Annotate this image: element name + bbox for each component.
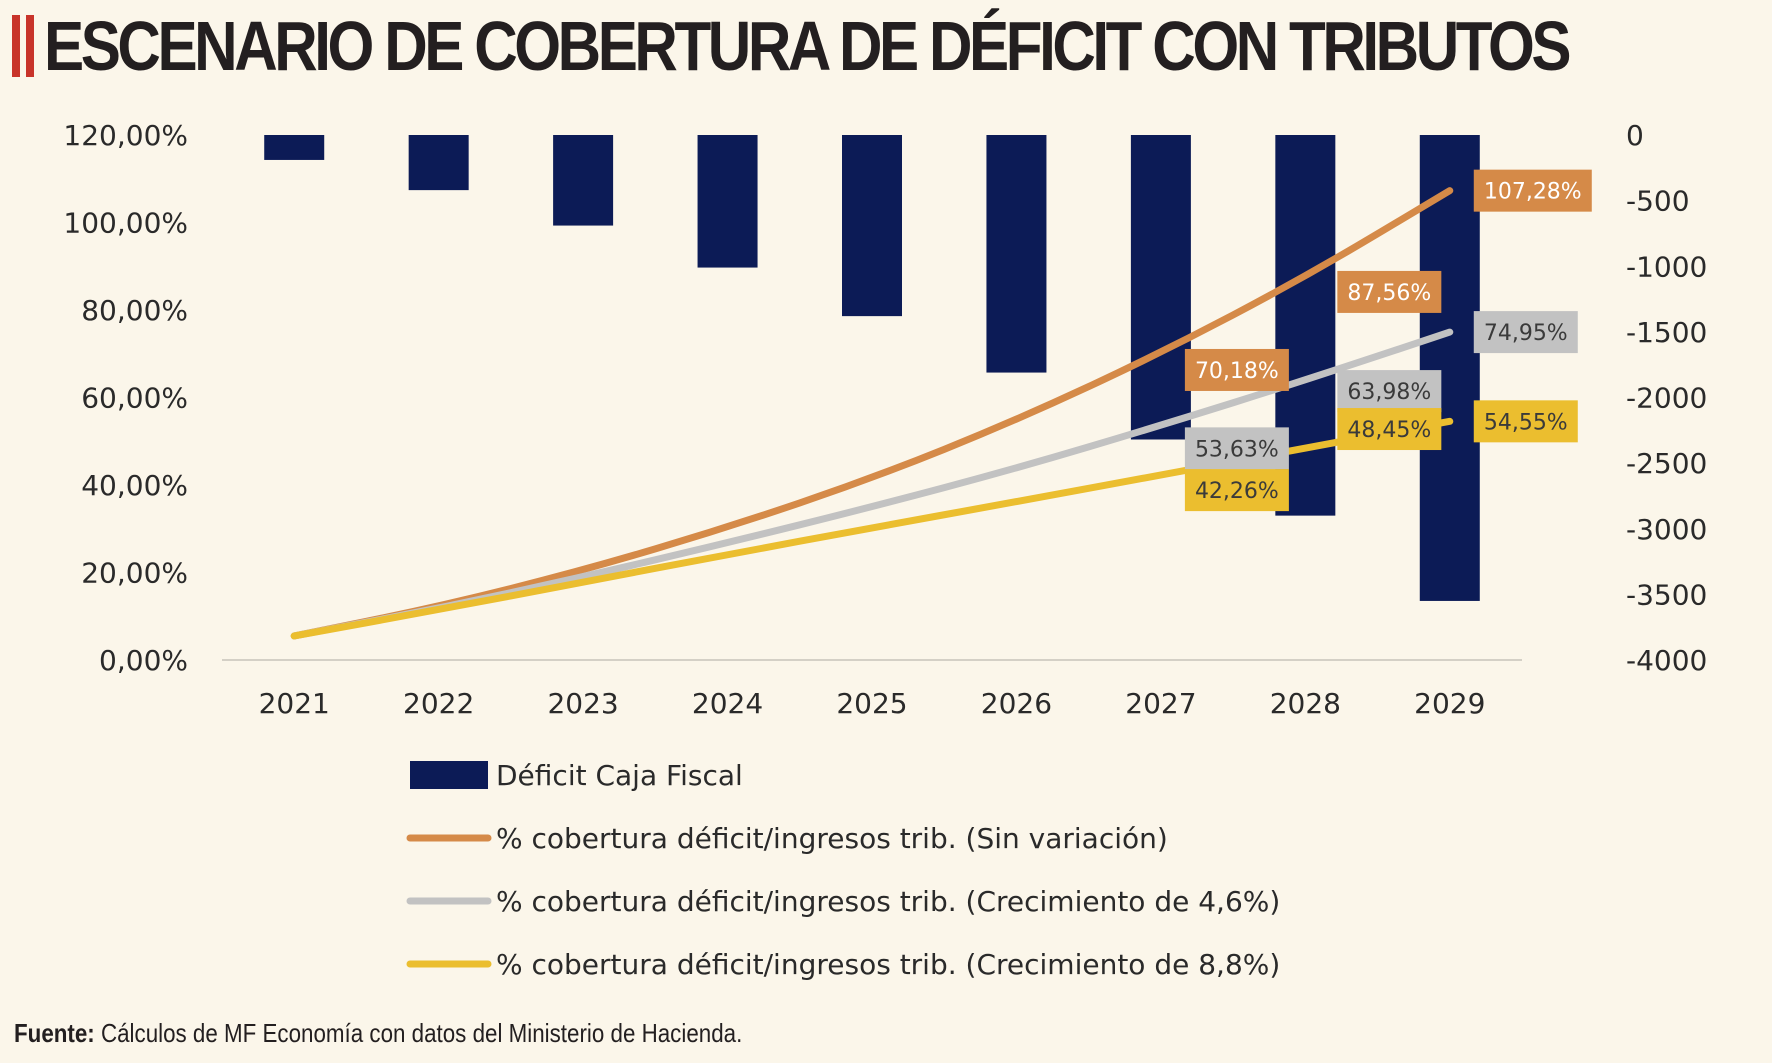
- right-axis-tick-label: -2500: [1626, 447, 1707, 480]
- data-label-text: 63,98%: [1347, 380, 1431, 405]
- left-axis-tick-label: 60,00%: [81, 382, 188, 415]
- x-axis-category-label: 2024: [692, 687, 763, 720]
- x-axis-category-label: 2027: [1125, 687, 1196, 720]
- x-axis-category-label: 2021: [259, 687, 330, 720]
- left-axis-tick-label: 120,00%: [63, 119, 188, 152]
- x-axis-category-label: 2026: [981, 687, 1052, 720]
- deficit-bar: [408, 135, 469, 191]
- data-label-box: [1473, 169, 1592, 212]
- data-label-box: [1473, 311, 1578, 354]
- left-axis-tick-label: 20,00%: [81, 557, 188, 590]
- deficit-bar: [553, 135, 614, 226]
- right-axis-tick-label: -3500: [1626, 578, 1707, 611]
- data-label-text: 42,26%: [1195, 479, 1279, 504]
- data-label-text: 48,45%: [1347, 418, 1431, 443]
- legend-label: % cobertura déficit/ingresos trib. (Sin …: [496, 822, 1168, 855]
- left-axis-tick-label: 40,00%: [81, 469, 188, 502]
- left-axis-tick-label: 100,00%: [63, 207, 188, 240]
- data-label-text: 74,95%: [1484, 321, 1568, 346]
- data-label-box: [1473, 400, 1578, 443]
- data-label-text: 53,63%: [1195, 437, 1279, 462]
- right-axis-tick-label: 0: [1626, 119, 1644, 152]
- data-label-orange: 70,18%: [1184, 348, 1289, 391]
- data-label-orange: 107,28%: [1473, 169, 1592, 212]
- right-axis-tick-label: -1500: [1626, 316, 1707, 349]
- right-axis-tick-label: -500: [1626, 185, 1690, 218]
- source-text: Cálculos de MF Economía con datos del Mi…: [100, 1018, 743, 1048]
- legend-label: % cobertura déficit/ingresos trib. (Crec…: [496, 885, 1280, 918]
- right-axis-tick-label: -3000: [1626, 513, 1707, 546]
- legend-swatch-bar: [410, 761, 488, 789]
- data-label-yellow: 48,45%: [1337, 408, 1442, 451]
- deficit-bar: [264, 135, 325, 160]
- data-label-box: [1337, 270, 1442, 313]
- left-axis-tick-label: 0,00%: [99, 644, 188, 677]
- chart-title: ESCENARIO DE COBERTURA DE DÉFICIT CON TR…: [44, 7, 1572, 85]
- data-label-yellow: 42,26%: [1184, 469, 1289, 512]
- x-axis-category-label: 2025: [836, 687, 907, 720]
- data-label-gray: 53,63%: [1184, 427, 1289, 470]
- title-accent-bars: [12, 15, 34, 77]
- chart-header: ESCENARIO DE COBERTURA DE DÉFICIT CON TR…: [12, 7, 1772, 85]
- deficit-bar: [697, 135, 758, 268]
- data-label-gray: 74,95%: [1473, 311, 1578, 354]
- legend-label: Déficit Caja Fiscal: [496, 759, 743, 792]
- right-axis-tick-label: -2000: [1626, 382, 1707, 415]
- data-label-orange: 87,56%: [1337, 270, 1442, 313]
- data-label-yellow: 54,55%: [1473, 400, 1578, 443]
- source-note: Fuente: Cálculos de MF Economía con dato…: [14, 1018, 742, 1049]
- data-label-text: 87,56%: [1347, 281, 1431, 306]
- deficit-bar: [842, 135, 902, 317]
- deficit-bar: [1130, 135, 1191, 440]
- right-axis-tick-label: -1000: [1626, 250, 1707, 283]
- data-label-box: [1337, 408, 1442, 451]
- data-label-box: [1184, 348, 1289, 391]
- deficit-bar: [1419, 135, 1480, 601]
- data-label-box: [1184, 427, 1289, 470]
- x-axis-category-label: 2028: [1270, 687, 1341, 720]
- data-label-text: 54,55%: [1484, 410, 1568, 435]
- x-axis-category-label: 2029: [1414, 687, 1485, 720]
- data-label-box: [1184, 469, 1289, 512]
- source-label: Fuente:: [14, 1018, 95, 1048]
- data-label-text: 70,18%: [1195, 359, 1279, 384]
- data-label-text: 107,28%: [1484, 180, 1582, 205]
- right-axis-tick-label: -4000: [1626, 644, 1707, 677]
- data-label-box: [1337, 370, 1442, 413]
- x-axis-category-label: 2023: [547, 687, 618, 720]
- deficit-bar: [986, 135, 1047, 373]
- legend-label: % cobertura déficit/ingresos trib. (Crec…: [496, 948, 1280, 981]
- data-label-gray: 63,98%: [1337, 370, 1442, 413]
- x-axis-category-label: 2022: [403, 687, 474, 720]
- left-axis-tick-label: 80,00%: [81, 294, 188, 327]
